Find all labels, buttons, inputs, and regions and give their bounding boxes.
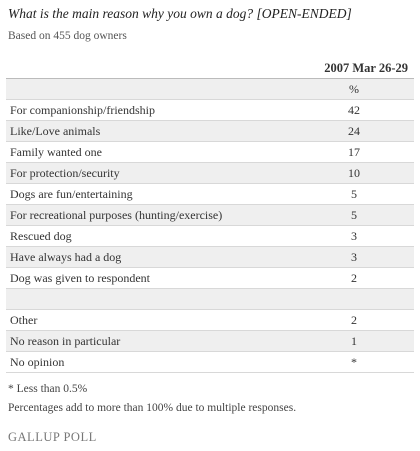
table-row: For companionship/friendship 42: [6, 99, 414, 121]
row-value: %: [294, 78, 414, 100]
footnote: * Less than 0.5%: [8, 383, 88, 395]
table-row: Dogs are fun/entertaining 5: [6, 183, 414, 205]
row-label: Have always had a dog: [6, 246, 294, 268]
subtitle: Based on 455 dog owners: [8, 30, 127, 42]
row-label: Dogs are fun/entertaining: [6, 183, 294, 205]
row-value: 10: [294, 162, 414, 184]
table-row: %: [6, 78, 414, 100]
row-label: [6, 288, 294, 310]
row-value: 17: [294, 141, 414, 163]
row-value: [294, 288, 414, 310]
row-value: 2007 Mar 26-29: [294, 58, 414, 79]
table-row: 2007 Mar 26-29: [6, 58, 414, 79]
row-label: Like/Love animals: [6, 120, 294, 142]
table-row: Like/Love animals 24: [6, 120, 414, 142]
table-row: [6, 288, 414, 310]
row-label: Other: [6, 309, 294, 331]
title: What is the main reason why you own a do…: [8, 6, 352, 21]
row-label: [6, 78, 294, 100]
row-label: No opinion: [6, 351, 294, 373]
table-row: No opinion *: [6, 351, 414, 373]
table-row: Other 2: [6, 309, 414, 331]
row-value: 24: [294, 120, 414, 142]
row-value: 5: [294, 183, 414, 205]
footnote: Percentages add to more than 100% due to…: [8, 402, 297, 414]
table-row: Family wanted one 17: [6, 141, 414, 163]
row-label: Rescued dog: [6, 225, 294, 247]
row-label: Family wanted one: [6, 141, 294, 163]
row-value: 42: [294, 99, 414, 121]
row-value: 2: [294, 267, 414, 289]
row-label: No reason in particular: [6, 330, 294, 352]
row-label: [6, 58, 294, 79]
row-value: 1: [294, 330, 414, 352]
row-label: For protection/security: [6, 162, 294, 184]
table-row: Rescued dog 3: [6, 225, 414, 247]
row-value: 5: [294, 204, 414, 226]
results-table: 2007 Mar 26-29% For companionship/friends…: [6, 58, 414, 373]
row-value: 3: [294, 246, 414, 268]
table-row: Dog was given to respondent 2: [6, 267, 414, 289]
source: GALLUP POLL: [8, 430, 97, 444]
row-label: Dog was given to respondent: [6, 267, 294, 289]
row-value: 2: [294, 309, 414, 331]
row-label: For recreational purposes (hunting/exerc…: [6, 204, 294, 226]
table-row: For protection/security 10: [6, 162, 414, 184]
row-value: *: [294, 351, 414, 373]
row-value: 3: [294, 225, 414, 247]
row-label: For companionship/friendship: [6, 99, 294, 121]
table-row: For recreational purposes (hunting/exerc…: [6, 204, 414, 226]
table-row: No reason in particular 1: [6, 330, 414, 352]
table-row: Have always had a dog 3: [6, 246, 414, 268]
